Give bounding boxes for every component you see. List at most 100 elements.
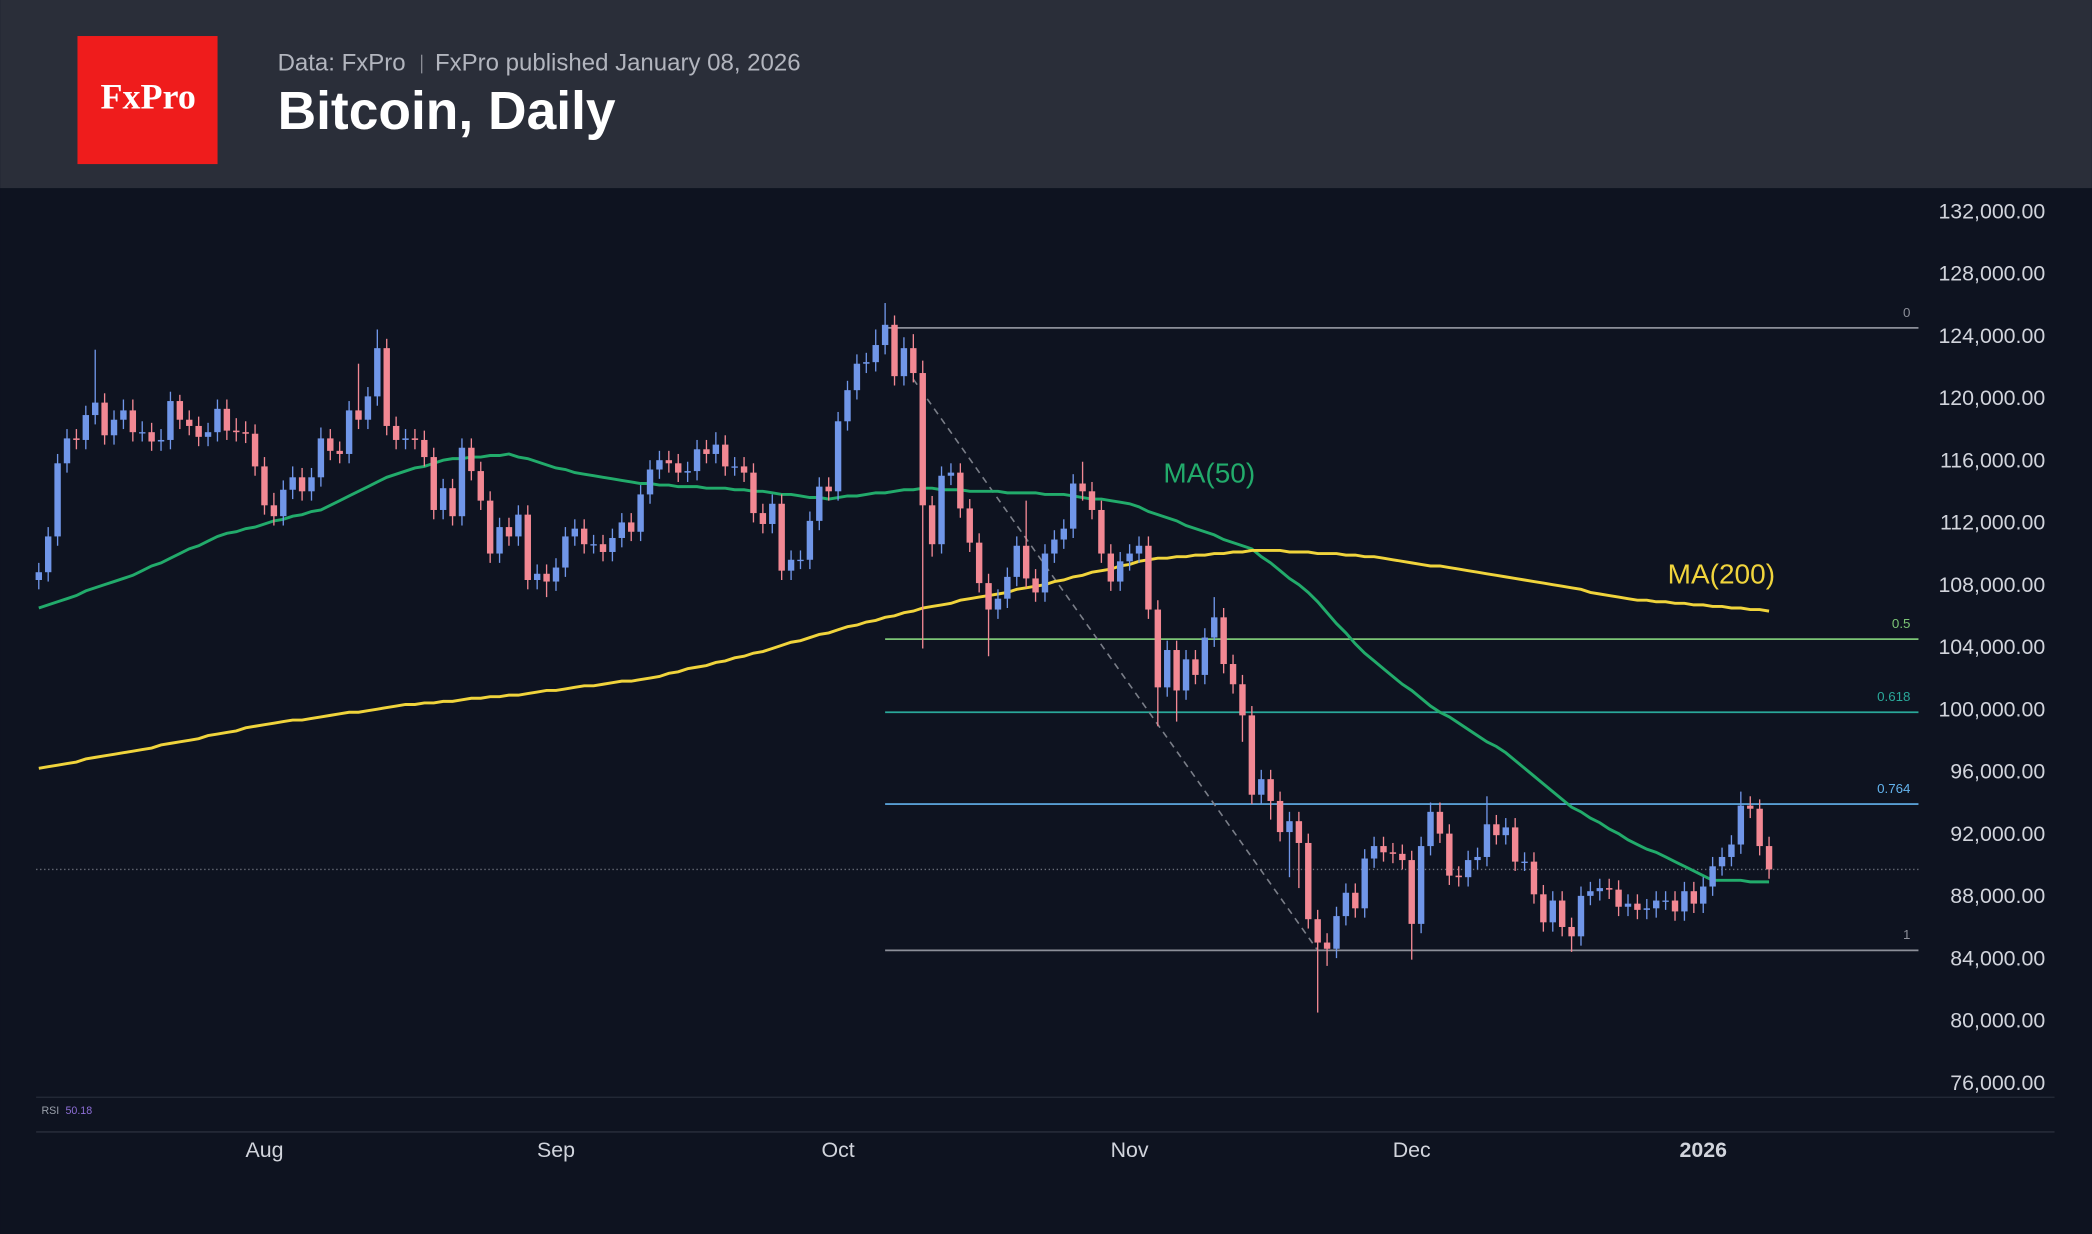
candle-body <box>458 447 466 517</box>
candle-body <box>891 324 898 377</box>
candle-body <box>1201 637 1209 675</box>
candle-body <box>994 598 1002 610</box>
candle-body <box>1032 578 1039 593</box>
candle-body <box>881 324 889 346</box>
candle-body <box>571 528 578 537</box>
candle-body <box>618 522 626 538</box>
y-tick-label: 80,000.00 <box>1950 1009 2045 1033</box>
candle-body <box>646 469 654 495</box>
fib-label: 0.618 <box>1877 689 1910 704</box>
candle-body <box>712 444 720 454</box>
candle-body <box>336 450 343 454</box>
candle-body <box>778 503 785 571</box>
candle-body <box>374 348 381 397</box>
candle-body <box>816 486 823 521</box>
candle-body <box>1718 856 1726 867</box>
candle-body <box>280 489 287 517</box>
candle-body <box>317 438 325 478</box>
candle-body <box>35 572 42 580</box>
candle-body <box>872 345 879 363</box>
candle-body <box>797 559 804 562</box>
candle-body <box>656 460 663 470</box>
candle-body <box>327 438 334 451</box>
candle-body <box>439 488 447 510</box>
rsi-label: RSI <box>41 1105 59 1117</box>
candle-body <box>1088 491 1096 510</box>
logo-box <box>77 36 218 165</box>
candle-body <box>73 438 80 440</box>
candle-body <box>1192 659 1199 675</box>
fib-label: 0.764 <box>1877 781 1911 796</box>
candle-body <box>1765 846 1773 870</box>
candle-body <box>1239 684 1246 716</box>
candle-body <box>853 363 861 391</box>
candle-body <box>1389 852 1397 854</box>
candle-body <box>1521 861 1528 863</box>
candle-body <box>1060 528 1067 540</box>
candle-body <box>985 583 992 610</box>
y-tick-label: 100,000.00 <box>1938 697 2045 721</box>
candle-body <box>515 514 522 537</box>
candle-body <box>204 432 212 437</box>
fib-label: 0.5 <box>1892 616 1911 631</box>
y-tick-label: 124,000.00 <box>1938 324 2045 348</box>
candle-body <box>863 362 870 364</box>
candle-body <box>496 527 503 554</box>
candle-body <box>1323 942 1331 949</box>
candle-body <box>957 472 964 509</box>
candle-body <box>139 432 146 434</box>
y-tick-label: 132,000.00 <box>1938 199 2045 223</box>
candle-body <box>533 573 541 580</box>
candle-body <box>928 505 936 545</box>
candle-body <box>1267 779 1274 801</box>
candle-body <box>148 432 155 442</box>
y-tick-label: 116,000.00 <box>1940 448 2045 472</box>
candle-body <box>543 573 550 582</box>
candle-body <box>759 513 767 524</box>
candle-body <box>740 466 748 473</box>
candle-body <box>1220 617 1227 665</box>
candle-body <box>1530 861 1538 895</box>
candle-body <box>1747 805 1754 809</box>
candle-body <box>1728 844 1735 857</box>
candle-body <box>110 419 118 436</box>
rsi-value: 50.18 <box>65 1105 92 1117</box>
ma50-label: MA(50) <box>1163 457 1255 488</box>
x-tick-label: Oct <box>822 1138 855 1162</box>
fib-label: 0 <box>1903 305 1910 320</box>
candle-body <box>1211 617 1218 638</box>
candle-body <box>430 457 437 510</box>
candle-body <box>825 486 832 492</box>
candle-body <box>1333 916 1340 949</box>
candle-body <box>1681 891 1688 912</box>
candle-body <box>910 348 917 374</box>
candle-body <box>1568 926 1575 937</box>
candle-body <box>1474 856 1481 861</box>
candle-body <box>1041 553 1049 593</box>
candle-body <box>1502 827 1509 836</box>
candle-body <box>1051 539 1058 554</box>
x-tick-label: Sep <box>537 1138 575 1162</box>
candle-body <box>157 439 165 442</box>
candle-body <box>1173 650 1180 691</box>
candle-body <box>1737 805 1745 845</box>
candle-body <box>1700 886 1707 904</box>
candle-body <box>383 348 390 426</box>
candle-body <box>298 477 306 492</box>
candle-body <box>1013 545 1020 577</box>
candle-body <box>834 421 842 492</box>
candle-body <box>1464 860 1472 878</box>
header-bar <box>0 0 2092 189</box>
y-tick-label: 96,000.00 <box>1950 760 2045 784</box>
candle-body <box>261 466 268 506</box>
candle-body <box>233 430 240 433</box>
candle-body <box>975 542 983 584</box>
x-tick-label: 2026 <box>1680 1138 1728 1162</box>
fib-label: 1 <box>1903 927 1910 942</box>
candle-body <box>1653 900 1660 909</box>
candle-body <box>1182 659 1190 691</box>
x-tick-label: Nov <box>1111 1138 1149 1162</box>
candle-body <box>806 520 814 560</box>
